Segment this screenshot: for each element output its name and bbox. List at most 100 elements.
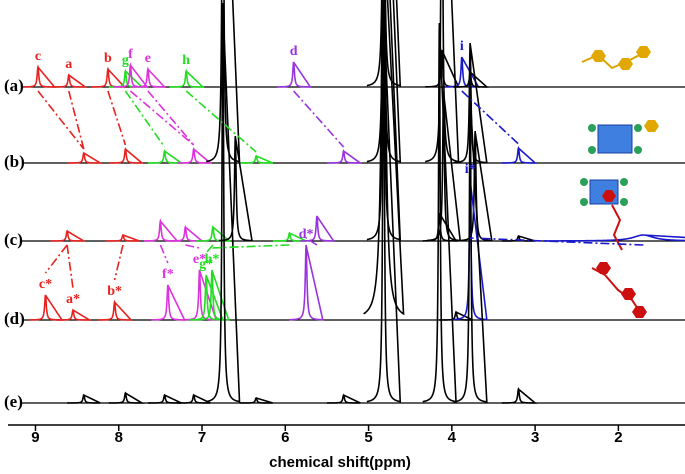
- x-axis-label: chemical shift(ppm): [269, 454, 411, 471]
- peak: [195, 269, 230, 321]
- peak-label: c*: [39, 277, 52, 292]
- peak: [422, 22, 457, 403]
- peak-label: b: [104, 51, 112, 66]
- peak: [239, 154, 274, 164]
- peak: [458, 130, 493, 242]
- x-tick-label: 8: [115, 429, 123, 446]
- x-tick-label: 6: [281, 429, 289, 446]
- peak: [366, 0, 402, 241]
- peak: [239, 396, 274, 404]
- peak: [177, 146, 213, 164]
- peak: [189, 274, 224, 321]
- assignment-link: [305, 237, 318, 246]
- peak: [326, 393, 361, 404]
- x-tick-label: 4: [448, 429, 457, 446]
- peak: [426, 90, 462, 242]
- assignment-link: [129, 90, 195, 146]
- peak-label: i: [460, 39, 464, 54]
- trace-name: (a): [4, 76, 24, 95]
- peak: [363, 0, 405, 316]
- peak-label: a: [65, 57, 72, 72]
- peak-label: c: [35, 49, 41, 64]
- peak-label: g: [122, 53, 129, 68]
- peak: [206, 2, 241, 403]
- peak-label: f: [128, 47, 133, 62]
- assignment-link: [205, 244, 214, 254]
- peak: [543, 234, 685, 242]
- peak: [366, 2, 402, 403]
- peak-label: f*: [162, 267, 174, 282]
- trace-name: (b): [4, 152, 25, 171]
- assignment-link: [470, 237, 644, 246]
- peak-label: i*: [465, 162, 476, 177]
- peak: [108, 146, 145, 164]
- peak: [453, 42, 488, 164]
- assignment-link: [211, 244, 290, 249]
- peak: [147, 393, 182, 404]
- assignment-link: [293, 90, 345, 148]
- peak: [131, 66, 167, 88]
- x-tick-label: 7: [198, 429, 206, 446]
- peak: [177, 393, 211, 404]
- peak: [143, 218, 179, 242]
- x-tick-label: 9: [31, 429, 39, 446]
- x-tick-label: 2: [614, 429, 622, 446]
- peak: [366, 0, 402, 163]
- peak: [501, 234, 536, 242]
- peak-label: h: [182, 53, 190, 68]
- peak: [67, 151, 104, 164]
- x-tick-label: 3: [531, 429, 539, 446]
- peak: [168, 225, 205, 242]
- assignment-link: [107, 90, 127, 146]
- peak: [21, 64, 57, 88]
- peak: [108, 391, 145, 404]
- peak: [501, 386, 538, 404]
- peak: [147, 149, 184, 164]
- peak: [67, 393, 101, 404]
- peak: [97, 299, 133, 321]
- peak: [91, 66, 127, 88]
- peak: [501, 145, 538, 164]
- inset-icons: [580, 46, 659, 318]
- peak: [366, 0, 402, 87]
- peak: [276, 61, 312, 88]
- peak-label: h*: [205, 252, 220, 267]
- x-tick-label: 5: [364, 429, 372, 446]
- trace-name: (c): [4, 230, 23, 249]
- peak: [439, 310, 474, 321]
- peak: [28, 294, 64, 321]
- assignment-link: [68, 90, 85, 150]
- peak: [56, 308, 93, 321]
- plot-area: [21, 0, 685, 404]
- peak-label: e*: [193, 252, 206, 267]
- trace-name: (e): [4, 392, 23, 411]
- peak: [151, 284, 186, 321]
- assignment-link: [159, 244, 169, 264]
- peak: [52, 73, 88, 88]
- peak: [50, 229, 87, 242]
- assignment-link: [37, 90, 85, 150]
- assignment-link: [66, 244, 74, 289]
- peak-label: d*: [299, 227, 314, 242]
- peak: [106, 233, 140, 242]
- assignment-link: [461, 90, 520, 145]
- assignment-link: [44, 244, 68, 274]
- assignment-link: [185, 244, 200, 249]
- peak-label: e: [145, 51, 151, 66]
- peak: [300, 215, 336, 242]
- peak-label: b*: [107, 284, 122, 299]
- peak: [182, 269, 218, 321]
- trace-name: (d): [4, 309, 25, 328]
- peak: [289, 244, 324, 321]
- peak: [425, 0, 460, 163]
- peak-label: a*: [66, 292, 80, 307]
- peak-label: g*: [199, 257, 213, 272]
- peak-label: d: [290, 44, 298, 59]
- assignment-link: [113, 244, 124, 281]
- peak: [445, 56, 480, 88]
- assignment-link: [124, 90, 166, 148]
- assignment-link: [147, 90, 195, 146]
- peak: [422, 212, 458, 242]
- peak: [453, 92, 488, 403]
